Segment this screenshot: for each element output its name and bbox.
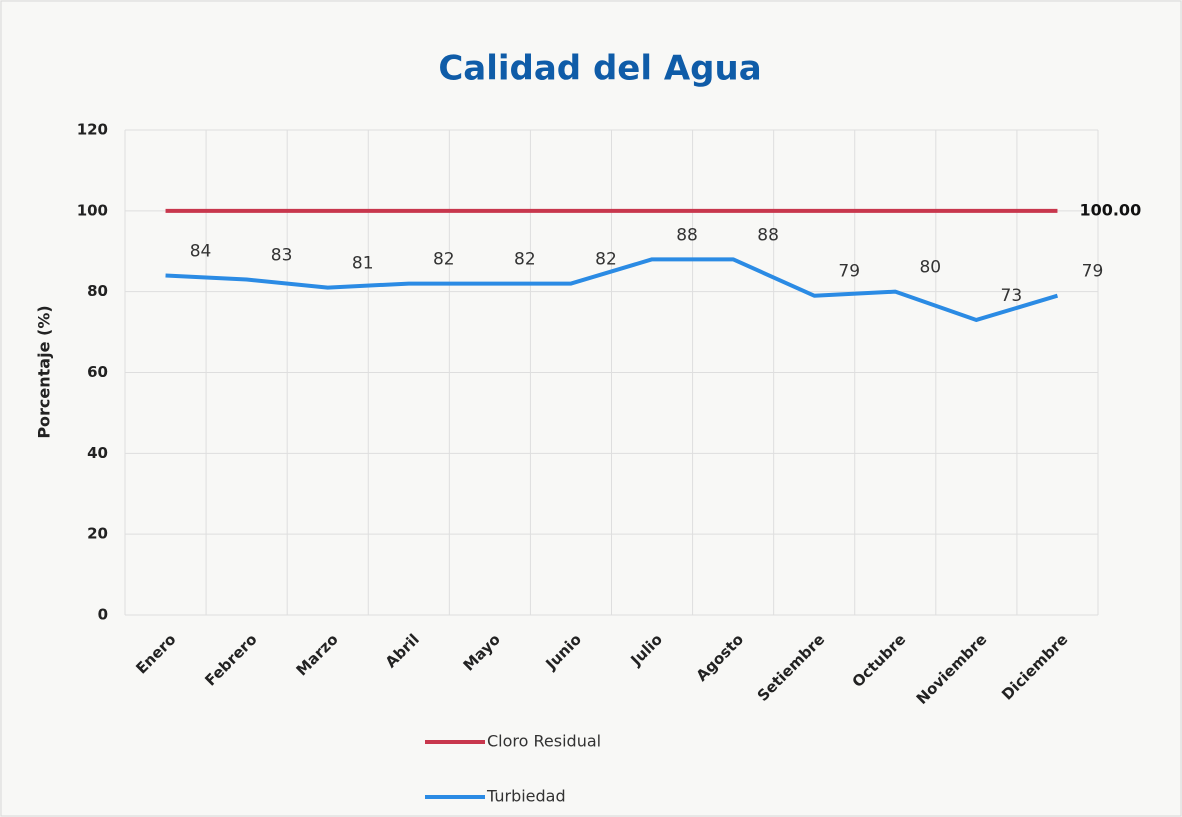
- y-tick-label: 20: [87, 525, 108, 543]
- y-axis-label: Porcentaje (%): [35, 305, 54, 438]
- chart-title: Calidad del Agua: [438, 49, 761, 89]
- data-label: 79: [838, 262, 860, 282]
- data-label: 83: [271, 246, 293, 266]
- series-line: [165, 257, 1059, 322]
- legend-label: Turbiedad: [486, 787, 566, 806]
- data-label: 82: [595, 250, 617, 270]
- data-label: 88: [757, 225, 779, 245]
- legend-label: Cloro Residual: [487, 732, 601, 751]
- y-tick-label: 0: [98, 606, 108, 624]
- y-tick-label: 40: [87, 444, 108, 462]
- data-label: 79: [1082, 262, 1104, 282]
- data-label: 84: [190, 242, 212, 262]
- data-label: 82: [514, 250, 536, 270]
- data-label: 82: [433, 250, 455, 270]
- data-label: 73: [1001, 286, 1023, 306]
- y-tick-label: 100: [77, 201, 108, 219]
- y-tick-label: 80: [87, 282, 108, 300]
- data-label: 100.00: [1079, 200, 1141, 219]
- data-label: 81: [352, 254, 374, 274]
- y-tick-label: 120: [77, 121, 108, 139]
- data-label: 80: [919, 258, 941, 278]
- y-tick-label: 60: [87, 363, 108, 381]
- data-label: 88: [676, 225, 698, 245]
